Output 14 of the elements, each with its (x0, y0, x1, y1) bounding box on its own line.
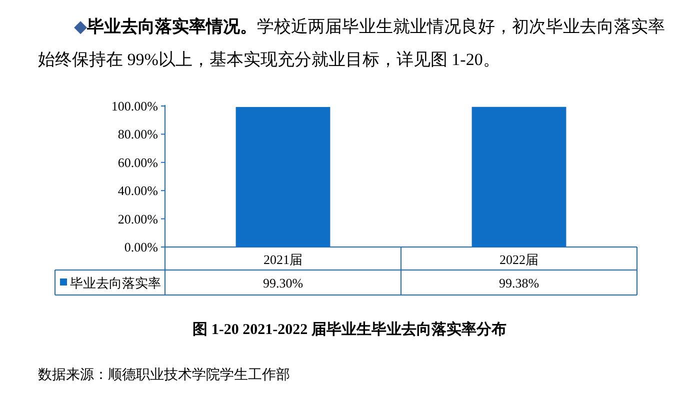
text: 图 1-20 2021-2022 届毕业生毕业去向落实率分布 (192, 320, 508, 339)
y-tick-label: 100.00% (111, 98, 158, 114)
legend: 毕业去向落实率 (60, 276, 161, 290)
y-tick-label: 60.00% (118, 154, 158, 170)
y-tick-label: 40.00% (118, 183, 158, 198)
data-label: 99.30% (262, 276, 304, 290)
y-tick-label: 80.00% (118, 126, 158, 142)
data-label: 99.38% (498, 276, 540, 290)
text: ◆毕业去向落实率情况。学校近两届毕业生就业情况良好，初次毕业去向落实率始终保持在 99%以上，基本实现充分就业目标，详见图 1-20。 (38, 16, 666, 71)
source-note: 数据来源：顺德职业技术学院学生工作部 (38, 366, 290, 384)
x-tick-label: 2022届 (500, 252, 538, 267)
x-tick-label: 2021届 (264, 252, 302, 267)
y-tick-label: 20.00% (118, 211, 158, 226)
y-tick-label: 0.00% (124, 240, 158, 254)
